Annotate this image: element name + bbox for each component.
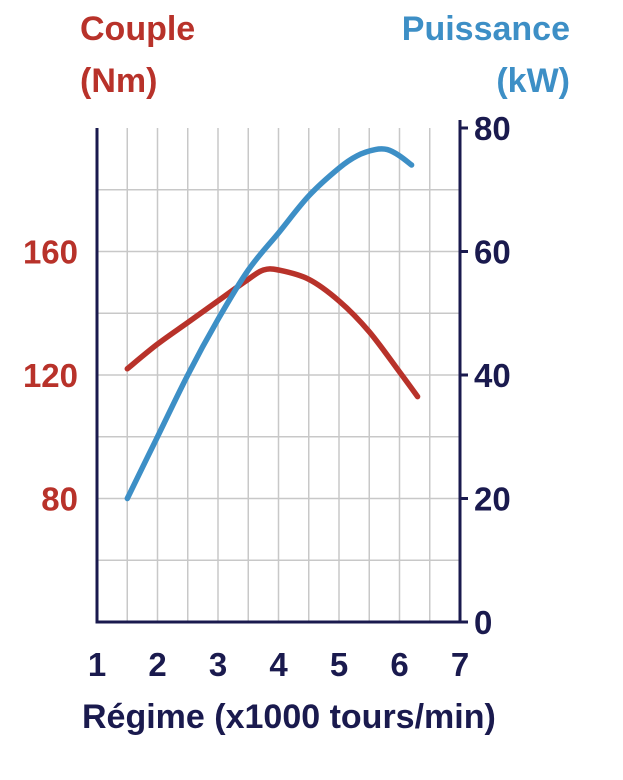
power-series-line [124, 146, 415, 502]
x-axis-title: Régime (x1000 tours/min) [82, 698, 496, 736]
x-tick-label: 3 [209, 646, 227, 683]
right-y-tick-label: 20 [474, 481, 511, 518]
chart-series [124, 146, 421, 502]
right-y-tick-label: 60 [474, 234, 511, 271]
x-tick-label: 2 [148, 646, 166, 683]
x-tick-label: 6 [390, 646, 408, 683]
torque-series-line [124, 266, 421, 400]
right-y-tick-label: 80 [474, 110, 511, 147]
left-axis-title-line2: (Nm) [80, 62, 157, 100]
x-tick-label: 7 [451, 646, 469, 683]
right-y-tick-label: 0 [474, 604, 492, 641]
right-axis-title-line2: (kW) [496, 62, 570, 100]
left-axis-title-line1: Couple [80, 10, 195, 48]
left-y-tick-label: 120 [23, 357, 78, 394]
x-tick-label: 1 [88, 646, 106, 683]
chart-grid [97, 128, 460, 622]
right-y-tick-label: 40 [474, 357, 511, 394]
left-y-tick-label: 160 [23, 234, 78, 271]
x-tick-label: 5 [330, 646, 348, 683]
right-axis-title-line1: Puissance [402, 10, 570, 48]
left-y-tick-label: 80 [41, 481, 78, 518]
chart-axes [95, 120, 468, 624]
chart-ticks: 1 2 3 4 5 6 7 80 120 160 0 20 40 60 80 [23, 110, 511, 683]
x-tick-label: 4 [269, 646, 288, 683]
